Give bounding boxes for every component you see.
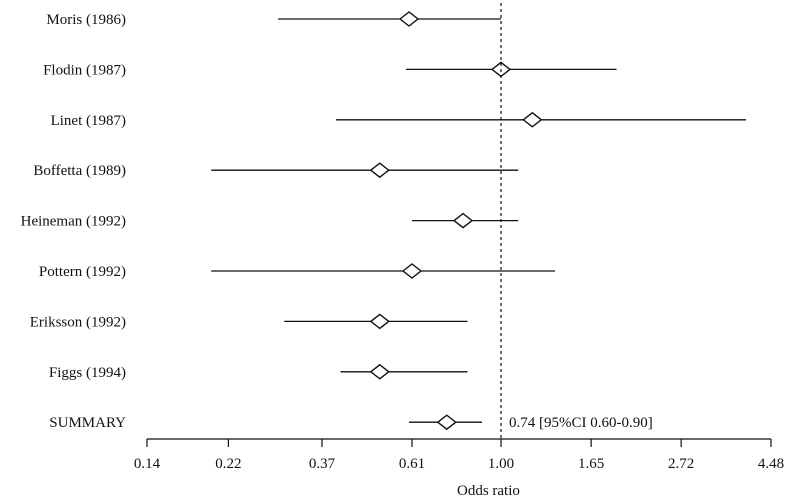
study-row: Flodin (1987) [43,61,617,78]
study-row: Boffetta (1989) [33,162,519,179]
x-ticks: 0.14 0.22 0.37 0.61 1.00 1.65 2.72 4.48 [134,439,784,472]
study-label: Flodin (1987) [43,62,126,78]
study-rows: Moris (1986) Flodin (1987) Linet (1987) Bof… [21,11,747,431]
study-row: Heineman (1992) [21,212,519,230]
odds-ratio-marker [369,162,390,179]
study-label: Boffetta (1989) [33,163,126,179]
odds-ratio-marker [436,414,457,431]
x-tick-label: 1.65 [578,456,604,472]
x-tick-label: 2.72 [668,456,694,472]
odds-ratio-marker [369,363,390,380]
study-row: Moris (1986) [46,11,501,28]
odds-ratio-marker [369,313,390,330]
study-label: Figgs (1994) [49,365,126,381]
summary-annotation: 0.74 [95%CI 0.60-0.90] [509,415,653,431]
odds-ratio-marker [452,212,474,229]
study-row: Eriksson (1992) [30,313,468,330]
x-axis-label: Odds ratio [457,483,520,498]
odds-ratio-marker [401,263,423,279]
x-tick-label: 0.14 [134,456,161,472]
odds-ratio-marker [522,111,543,128]
study-row: Figgs (1994) [49,363,468,381]
study-row: SUMMARY [49,414,483,431]
study-row: Pottern (1992) [39,263,556,280]
x-axis: 0.14 0.22 0.37 0.61 1.00 1.65 2.72 4.48 [134,438,784,472]
study-label: Heineman (1992) [21,214,126,230]
x-tick-label: 0.37 [309,456,336,472]
study-label: Eriksson (1992) [30,314,126,330]
study-label: SUMMARY [49,415,126,431]
x-tick-label: 0.61 [399,456,425,472]
study-label: Linet (1987) [51,113,126,129]
study-label: Moris (1986) [46,12,126,28]
x-tick-label: 4.48 [758,456,784,472]
study-row: Linet (1987) [51,111,747,129]
study-label: Pottern (1992) [39,264,126,280]
odds-ratio-marker [398,11,420,27]
x-tick-label: 1.00 [488,456,514,472]
x-tick-label: 0.22 [215,456,241,472]
